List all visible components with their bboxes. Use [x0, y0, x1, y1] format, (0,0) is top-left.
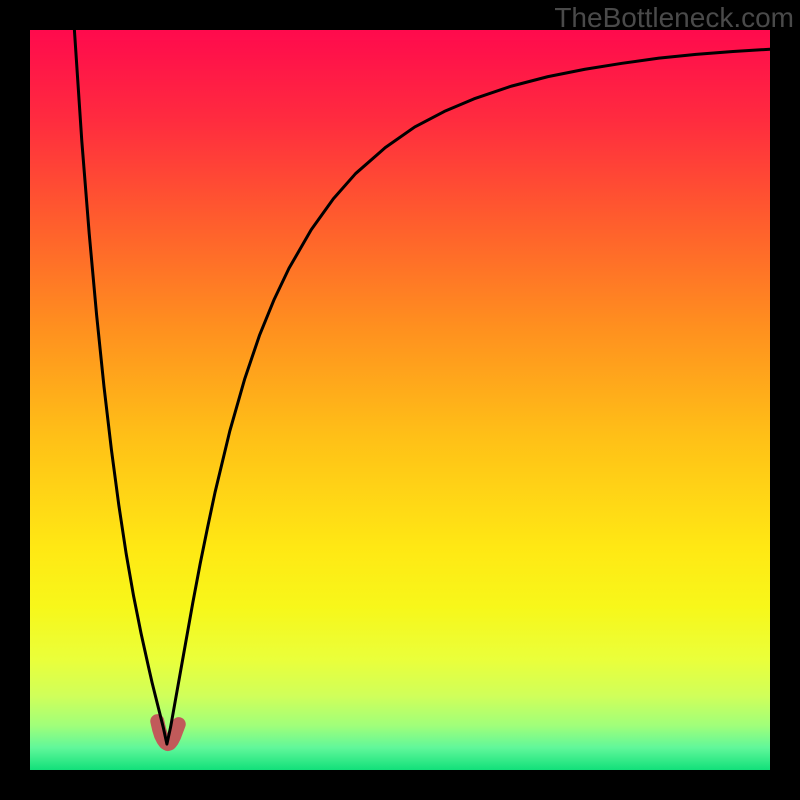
bottleneck-chart: TheBottleneck.com: [0, 0, 800, 800]
chart-svg: [0, 0, 800, 800]
watermark-label: TheBottleneck.com: [554, 2, 794, 34]
chart-background: [30, 30, 770, 770]
